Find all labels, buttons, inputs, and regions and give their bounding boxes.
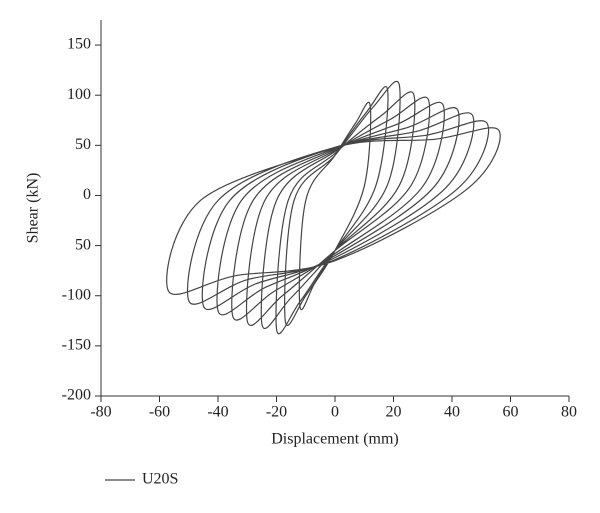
- x-tick-label: 20: [386, 404, 402, 421]
- x-tick-label: 40: [444, 404, 460, 421]
- y-tick-label: 150: [67, 36, 91, 53]
- y-tick-label: -100: [62, 286, 91, 303]
- y-tick-label: -200: [62, 387, 91, 404]
- y-tick-label: 50: [75, 136, 91, 153]
- legend-label: U20S: [142, 471, 178, 488]
- x-axis-label: Displacement (mm): [271, 431, 399, 448]
- x-tick-label: 80: [561, 404, 577, 421]
- hysteresis-line: [166, 80, 501, 335]
- x-tick-label: 60: [503, 404, 519, 421]
- x-tick-label: -60: [149, 404, 170, 421]
- y-tick-label: 0: [83, 186, 91, 203]
- y-tick-label: -150: [62, 337, 91, 354]
- x-tick-label: -80: [90, 404, 111, 421]
- y-tick-label: 50: [75, 236, 91, 253]
- x-tick-label: -40: [207, 404, 228, 421]
- x-tick-label: -20: [266, 404, 287, 421]
- x-tick-label: 0: [331, 404, 339, 421]
- y-axis-label: Shear (kN): [25, 173, 42, 244]
- y-tick-label: 100: [67, 86, 91, 103]
